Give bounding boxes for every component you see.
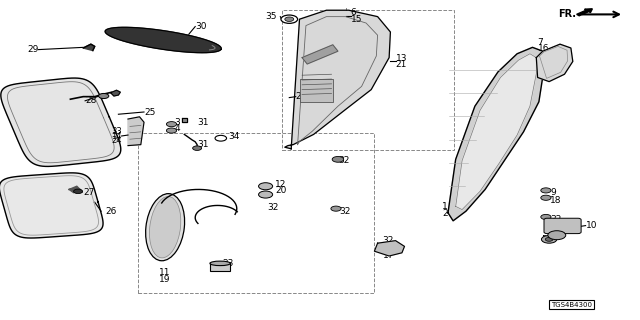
Ellipse shape <box>259 183 273 190</box>
Text: 32: 32 <box>339 207 351 216</box>
Ellipse shape <box>150 196 180 258</box>
Text: 25: 25 <box>144 108 156 116</box>
Polygon shape <box>448 47 544 221</box>
Text: 12: 12 <box>275 180 287 188</box>
Text: 3: 3 <box>174 118 180 127</box>
Ellipse shape <box>146 194 184 261</box>
Text: 33: 33 <box>111 127 122 136</box>
Text: 22: 22 <box>296 92 307 101</box>
Circle shape <box>541 195 551 200</box>
Polygon shape <box>374 241 404 256</box>
Text: 9: 9 <box>550 188 556 197</box>
Ellipse shape <box>210 261 230 266</box>
Polygon shape <box>111 90 120 96</box>
Polygon shape <box>285 10 390 149</box>
Polygon shape <box>83 44 95 51</box>
Text: 10: 10 <box>586 221 597 230</box>
Circle shape <box>541 188 551 193</box>
Text: 35: 35 <box>265 12 276 20</box>
Text: 21: 21 <box>396 60 407 69</box>
Circle shape <box>285 17 294 21</box>
Circle shape <box>331 206 341 211</box>
FancyArrow shape <box>577 9 593 16</box>
Bar <box>138 133 374 293</box>
Bar <box>210 263 230 271</box>
Polygon shape <box>536 44 573 82</box>
Polygon shape <box>105 27 221 53</box>
Text: 6: 6 <box>351 8 356 17</box>
Text: 34: 34 <box>228 132 240 141</box>
Polygon shape <box>302 45 338 64</box>
Text: 31: 31 <box>197 118 209 127</box>
Circle shape <box>332 156 344 162</box>
Text: 11: 11 <box>159 268 170 277</box>
Text: 19: 19 <box>159 275 170 284</box>
Text: 1: 1 <box>442 202 448 211</box>
Text: 27: 27 <box>83 188 95 197</box>
Text: 29: 29 <box>27 45 38 54</box>
Polygon shape <box>456 54 536 210</box>
Circle shape <box>541 236 557 243</box>
Text: 26: 26 <box>106 207 117 216</box>
Text: 32: 32 <box>550 215 562 224</box>
Text: 5: 5 <box>541 235 547 244</box>
Circle shape <box>541 214 551 220</box>
Text: 32: 32 <box>268 203 279 212</box>
Text: 8: 8 <box>383 244 388 252</box>
Text: 28: 28 <box>85 96 97 105</box>
Text: 24: 24 <box>111 136 122 145</box>
Circle shape <box>74 189 83 194</box>
Text: 23: 23 <box>223 260 234 268</box>
Polygon shape <box>128 117 144 146</box>
Ellipse shape <box>259 191 273 198</box>
Polygon shape <box>0 173 103 238</box>
Circle shape <box>545 237 553 241</box>
Text: 32: 32 <box>383 236 394 245</box>
Text: 31: 31 <box>197 140 209 149</box>
Text: 32: 32 <box>338 156 349 165</box>
Circle shape <box>166 128 177 133</box>
Polygon shape <box>69 186 80 193</box>
Circle shape <box>99 93 109 99</box>
Text: 18: 18 <box>550 196 562 204</box>
Bar <box>282 10 454 150</box>
Text: TGS4B4300: TGS4B4300 <box>551 302 592 308</box>
Text: 14: 14 <box>111 132 122 140</box>
Circle shape <box>166 122 177 127</box>
Text: 15: 15 <box>351 15 362 24</box>
Ellipse shape <box>548 231 566 240</box>
Circle shape <box>281 15 298 23</box>
Text: 4: 4 <box>174 124 180 133</box>
Text: FR.: FR. <box>558 9 576 20</box>
Text: 30: 30 <box>195 22 207 31</box>
Text: 7: 7 <box>538 38 543 47</box>
Polygon shape <box>1 78 121 166</box>
Text: 17: 17 <box>383 251 394 260</box>
Polygon shape <box>182 118 187 122</box>
Text: 13: 13 <box>396 54 407 63</box>
Text: 16: 16 <box>538 44 549 53</box>
Circle shape <box>193 146 202 150</box>
Text: 2: 2 <box>442 209 448 218</box>
FancyBboxPatch shape <box>544 218 581 234</box>
Bar <box>300 79 333 102</box>
Text: 20: 20 <box>275 186 287 195</box>
